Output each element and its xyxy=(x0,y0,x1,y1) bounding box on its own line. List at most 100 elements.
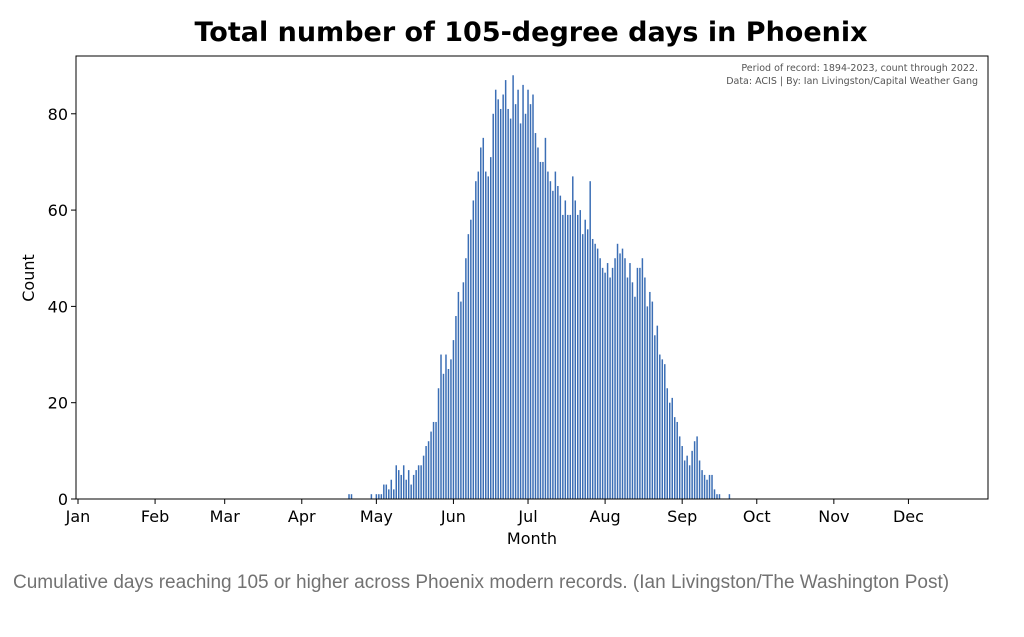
y-tick-label: 40 xyxy=(48,297,68,316)
bar xyxy=(589,181,591,499)
bar xyxy=(562,214,564,500)
bar xyxy=(629,263,631,499)
bar xyxy=(686,455,688,499)
bar xyxy=(594,243,596,499)
bar xyxy=(552,190,554,499)
bar xyxy=(509,118,512,499)
bar xyxy=(400,474,402,499)
bar xyxy=(497,99,499,499)
bar xyxy=(407,470,410,499)
bar xyxy=(634,296,636,499)
bar xyxy=(611,267,614,499)
bar xyxy=(701,470,703,499)
bar xyxy=(502,94,504,500)
bar xyxy=(370,494,373,499)
x-tick-label: Sep xyxy=(667,507,697,526)
y-axis: 0 20 40 60 80 xyxy=(48,105,76,509)
bar xyxy=(549,181,552,499)
plot-frame xyxy=(75,55,989,500)
bar xyxy=(544,137,547,499)
bar xyxy=(577,214,579,500)
bar xyxy=(616,243,619,499)
bar xyxy=(626,277,629,499)
bar xyxy=(415,470,417,499)
bar xyxy=(706,479,708,499)
bar xyxy=(644,277,646,499)
bar xyxy=(465,258,467,499)
bar xyxy=(494,89,497,500)
bar xyxy=(517,89,519,500)
x-tick-label: Jan xyxy=(65,507,91,526)
bar xyxy=(397,470,400,499)
y-tick-label: 80 xyxy=(48,105,68,124)
bar xyxy=(499,108,502,499)
x-tick-label: Dec xyxy=(893,507,924,526)
bar xyxy=(564,200,567,499)
bar xyxy=(524,113,527,500)
bar xyxy=(621,248,624,499)
bar xyxy=(507,108,509,499)
bar xyxy=(557,186,559,499)
bar xyxy=(539,161,542,499)
x-tick-label: Jul xyxy=(517,507,537,526)
annotation-period: Period of record: 1894-2023, count throu… xyxy=(741,63,978,74)
bars xyxy=(348,75,731,500)
bar xyxy=(534,133,537,500)
bar xyxy=(450,359,452,499)
x-tick-label: Feb xyxy=(141,507,169,526)
bar xyxy=(380,494,383,499)
bar xyxy=(432,421,435,499)
bar xyxy=(427,441,430,499)
bar xyxy=(698,460,701,499)
annotation-source: Data: ACIS | By: Ian Livingston/Capital … xyxy=(726,76,978,87)
bar xyxy=(678,436,681,499)
bar xyxy=(512,75,514,500)
bar xyxy=(651,301,654,499)
bar xyxy=(457,291,460,499)
bar xyxy=(567,214,569,500)
bar xyxy=(579,210,581,499)
bar xyxy=(390,479,393,499)
bar xyxy=(596,248,599,499)
bar xyxy=(547,171,549,499)
bar xyxy=(492,113,494,500)
bar xyxy=(554,171,557,499)
bar xyxy=(437,388,440,499)
x-axis-label: Month xyxy=(507,529,557,548)
bar xyxy=(422,455,425,499)
bar xyxy=(395,465,397,499)
bar xyxy=(472,200,475,499)
bar xyxy=(375,494,378,499)
bar xyxy=(703,474,706,499)
x-tick-label: Aug xyxy=(589,507,620,526)
bar xyxy=(713,489,716,499)
bar xyxy=(514,104,517,500)
x-tick-label: May xyxy=(360,507,393,526)
bar xyxy=(606,263,609,499)
bar xyxy=(504,80,507,500)
bar xyxy=(420,465,422,499)
bar xyxy=(462,282,465,499)
bar xyxy=(467,234,470,500)
bar xyxy=(527,89,529,500)
bar xyxy=(693,441,696,499)
bar xyxy=(691,450,693,499)
bar xyxy=(559,195,562,500)
bar xyxy=(417,465,420,499)
bar xyxy=(402,465,405,499)
y-tick-label: 0 xyxy=(58,490,68,509)
bar xyxy=(604,272,606,499)
bar xyxy=(669,402,671,499)
bar xyxy=(410,484,412,499)
bar xyxy=(378,494,380,499)
bar xyxy=(519,123,522,500)
bar xyxy=(440,354,442,499)
bar xyxy=(591,238,594,499)
bar xyxy=(659,354,661,499)
bar xyxy=(445,354,447,499)
bar xyxy=(435,421,437,499)
bar xyxy=(393,489,395,499)
bar xyxy=(542,161,544,499)
bar xyxy=(636,267,639,499)
bar xyxy=(666,388,669,499)
